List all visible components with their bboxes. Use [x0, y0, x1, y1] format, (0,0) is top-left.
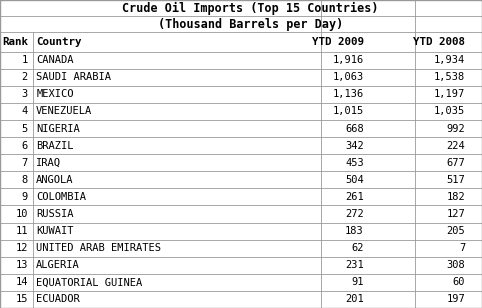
Text: 1: 1 — [22, 55, 28, 65]
Text: ECUADOR: ECUADOR — [36, 294, 80, 304]
Text: 62: 62 — [351, 243, 364, 253]
Text: BRAZIL: BRAZIL — [36, 140, 74, 151]
Text: 1,063: 1,063 — [333, 72, 364, 82]
Text: 182: 182 — [446, 192, 465, 202]
Text: 15: 15 — [15, 294, 28, 304]
Text: 91: 91 — [351, 278, 364, 287]
Text: RUSSIA: RUSSIA — [36, 209, 74, 219]
Text: 7: 7 — [459, 243, 465, 253]
Text: 261: 261 — [345, 192, 364, 202]
Text: CANADA: CANADA — [36, 55, 74, 65]
Text: Country: Country — [36, 37, 81, 47]
Text: 12: 12 — [15, 243, 28, 253]
Text: 13: 13 — [15, 260, 28, 270]
Text: ANGOLA: ANGOLA — [36, 175, 74, 185]
Text: UNITED ARAB EMIRATES: UNITED ARAB EMIRATES — [36, 243, 161, 253]
Text: 1,934: 1,934 — [434, 55, 465, 65]
Text: 224: 224 — [446, 140, 465, 151]
Text: 504: 504 — [345, 175, 364, 185]
Text: 668: 668 — [345, 124, 364, 133]
Text: Rank: Rank — [2, 37, 28, 47]
Text: 342: 342 — [345, 140, 364, 151]
Text: 201: 201 — [345, 294, 364, 304]
Text: 231: 231 — [345, 260, 364, 270]
Text: 60: 60 — [453, 278, 465, 287]
Text: COLOMBIA: COLOMBIA — [36, 192, 86, 202]
Text: 3: 3 — [22, 89, 28, 99]
Text: IRAQ: IRAQ — [36, 158, 61, 168]
Text: ALGERIA: ALGERIA — [36, 260, 80, 270]
Text: 453: 453 — [345, 158, 364, 168]
Text: 677: 677 — [446, 158, 465, 168]
Text: 1,916: 1,916 — [333, 55, 364, 65]
Text: 6: 6 — [22, 140, 28, 151]
Text: KUWAIT: KUWAIT — [36, 226, 74, 236]
Text: 11: 11 — [15, 226, 28, 236]
Text: SAUDI ARABIA: SAUDI ARABIA — [36, 72, 111, 82]
Text: 183: 183 — [345, 226, 364, 236]
Text: (Thousand Barrels per Day): (Thousand Barrels per Day) — [158, 18, 343, 31]
Text: 1,538: 1,538 — [434, 72, 465, 82]
Text: 14: 14 — [15, 278, 28, 287]
Text: 992: 992 — [446, 124, 465, 133]
Text: 4: 4 — [22, 106, 28, 116]
Text: Crude Oil Imports (Top 15 Countries): Crude Oil Imports (Top 15 Countries) — [122, 2, 379, 15]
Text: 205: 205 — [446, 226, 465, 236]
Text: 127: 127 — [446, 209, 465, 219]
Text: 2: 2 — [22, 72, 28, 82]
Text: 308: 308 — [446, 260, 465, 270]
Text: 272: 272 — [345, 209, 364, 219]
Text: MEXICO: MEXICO — [36, 89, 74, 99]
Text: 1,136: 1,136 — [333, 89, 364, 99]
Text: 517: 517 — [446, 175, 465, 185]
Text: YTD 2009: YTD 2009 — [312, 37, 364, 47]
Text: 9: 9 — [22, 192, 28, 202]
Text: 10: 10 — [15, 209, 28, 219]
Text: NIGERIA: NIGERIA — [36, 124, 80, 133]
Text: VENEZUELA: VENEZUELA — [36, 106, 93, 116]
Text: 1,035: 1,035 — [434, 106, 465, 116]
Text: 5: 5 — [22, 124, 28, 133]
Text: 197: 197 — [446, 294, 465, 304]
Text: 1,015: 1,015 — [333, 106, 364, 116]
Text: 8: 8 — [22, 175, 28, 185]
Text: 7: 7 — [22, 158, 28, 168]
Text: EQUATORIAL GUINEA: EQUATORIAL GUINEA — [36, 278, 142, 287]
Text: YTD 2008: YTD 2008 — [413, 37, 465, 47]
Text: 1,197: 1,197 — [434, 89, 465, 99]
